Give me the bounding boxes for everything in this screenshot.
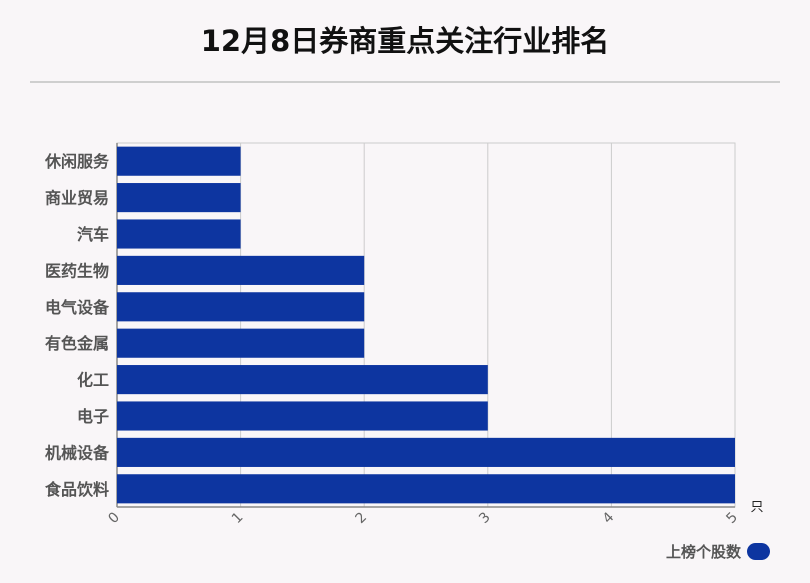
bar — [117, 401, 488, 431]
x-unit-label: 只 — [750, 500, 763, 515]
x-tick-label: 2 — [353, 509, 371, 527]
x-tick-label: 0 — [105, 509, 123, 527]
category-label: 有色金属 — [45, 334, 109, 353]
category-label: 电气设备 — [45, 298, 110, 317]
legend-label: 上榜个股数 — [665, 543, 741, 561]
x-tick-label: 1 — [229, 509, 247, 527]
x-tick-label: 3 — [476, 509, 494, 527]
x-tick-label: 5 — [723, 509, 741, 527]
legend-swatch — [747, 543, 770, 560]
category-label: 电子 — [77, 407, 109, 426]
bar — [117, 219, 241, 249]
legend[interactable]: 上榜个股数 — [666, 541, 770, 562]
chart-title: 12月8日券商重点关注行业排名 — [200, 24, 610, 58]
category-label: 化工 — [77, 371, 109, 390]
bar — [117, 146, 241, 176]
bar — [117, 292, 365, 322]
bar — [117, 328, 365, 358]
category-label: 机械设备 — [45, 443, 110, 462]
title-divider — [30, 81, 780, 83]
bar — [117, 183, 241, 213]
category-label: 休闲服务 — [44, 152, 110, 171]
category-label: 食品饮料 — [44, 480, 109, 499]
bar — [117, 255, 365, 285]
bar — [117, 474, 735, 504]
bar — [117, 437, 735, 467]
category-label: 医药生物 — [45, 261, 109, 280]
category-label: 汽车 — [77, 225, 109, 244]
category-label: 商业贸易 — [45, 189, 109, 208]
x-tick-label: 4 — [600, 509, 618, 527]
bar — [117, 365, 488, 395]
